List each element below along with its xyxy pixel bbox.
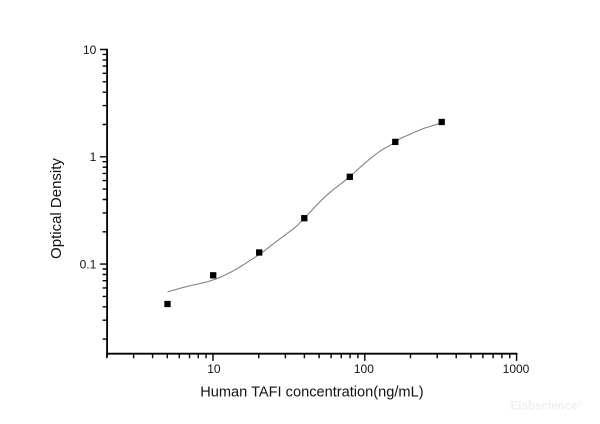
svg-text:1000: 1000 xyxy=(503,362,530,376)
svg-text:1: 1 xyxy=(90,150,97,164)
svg-text:10: 10 xyxy=(83,43,97,57)
svg-text:Elabscience®: Elabscience® xyxy=(510,400,583,413)
svg-text:0.1: 0.1 xyxy=(80,257,97,271)
svg-text:Human TAFI concentration(ng/mL: Human TAFI concentration(ng/mL) xyxy=(200,385,423,401)
svg-text:10: 10 xyxy=(207,362,221,376)
svg-text:100: 100 xyxy=(354,362,374,376)
svg-text:Optical Density: Optical Density xyxy=(48,158,65,259)
